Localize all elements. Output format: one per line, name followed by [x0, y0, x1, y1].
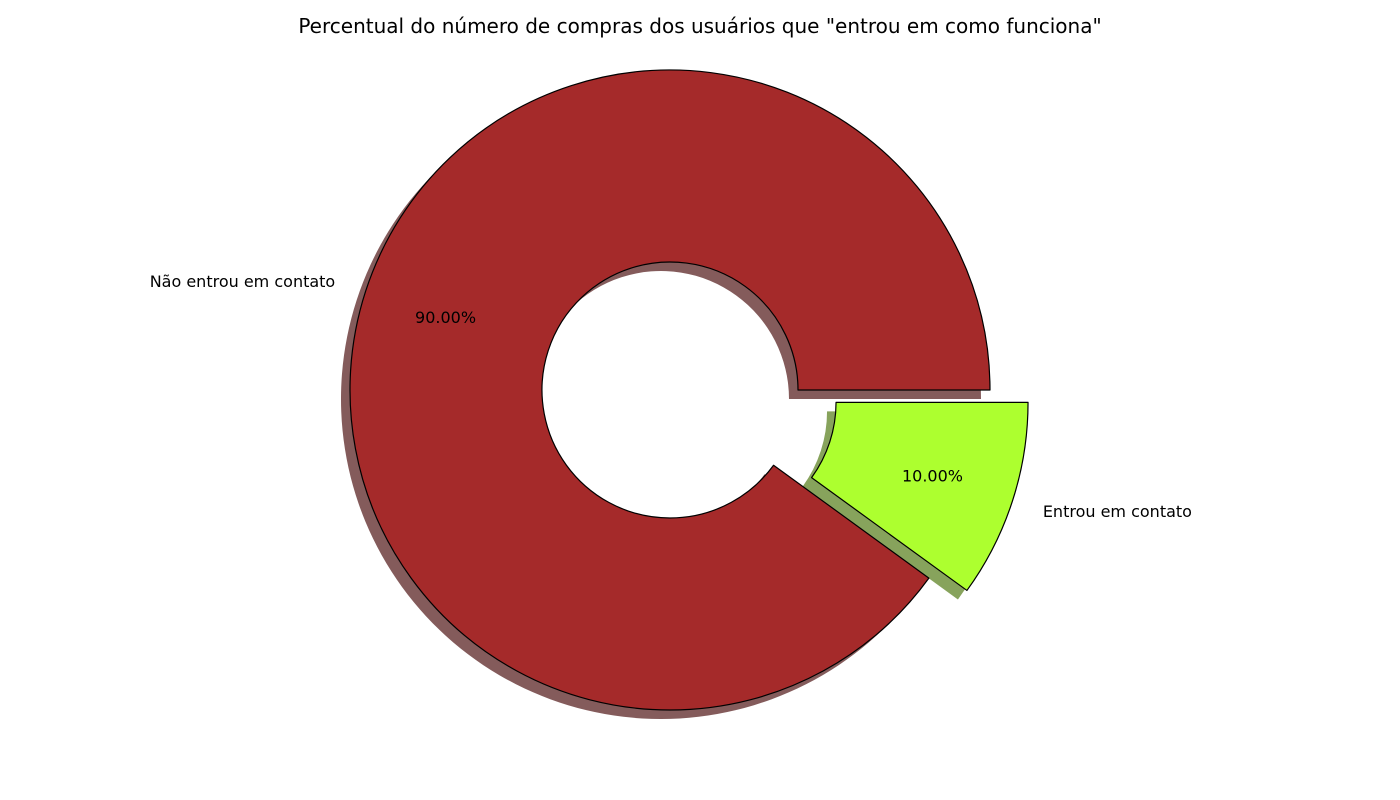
- slice-label-0: Não entrou em contato: [150, 272, 336, 291]
- pie-slice-0: [349, 69, 991, 711]
- slice-pct-label-0: 90.00%: [415, 308, 476, 327]
- slice-layer: [349, 69, 1029, 711]
- chart-title: Percentual do número de compras dos usuá…: [298, 14, 1101, 38]
- label-layer: Não entrou em contato 90.00% Entrou em con…: [150, 272, 1192, 521]
- slice-label-1: Entrou em contato: [1043, 502, 1192, 521]
- slice-pct-label-1: 10.00%: [902, 466, 963, 485]
- pie-slice-1: [810, 401, 1029, 592]
